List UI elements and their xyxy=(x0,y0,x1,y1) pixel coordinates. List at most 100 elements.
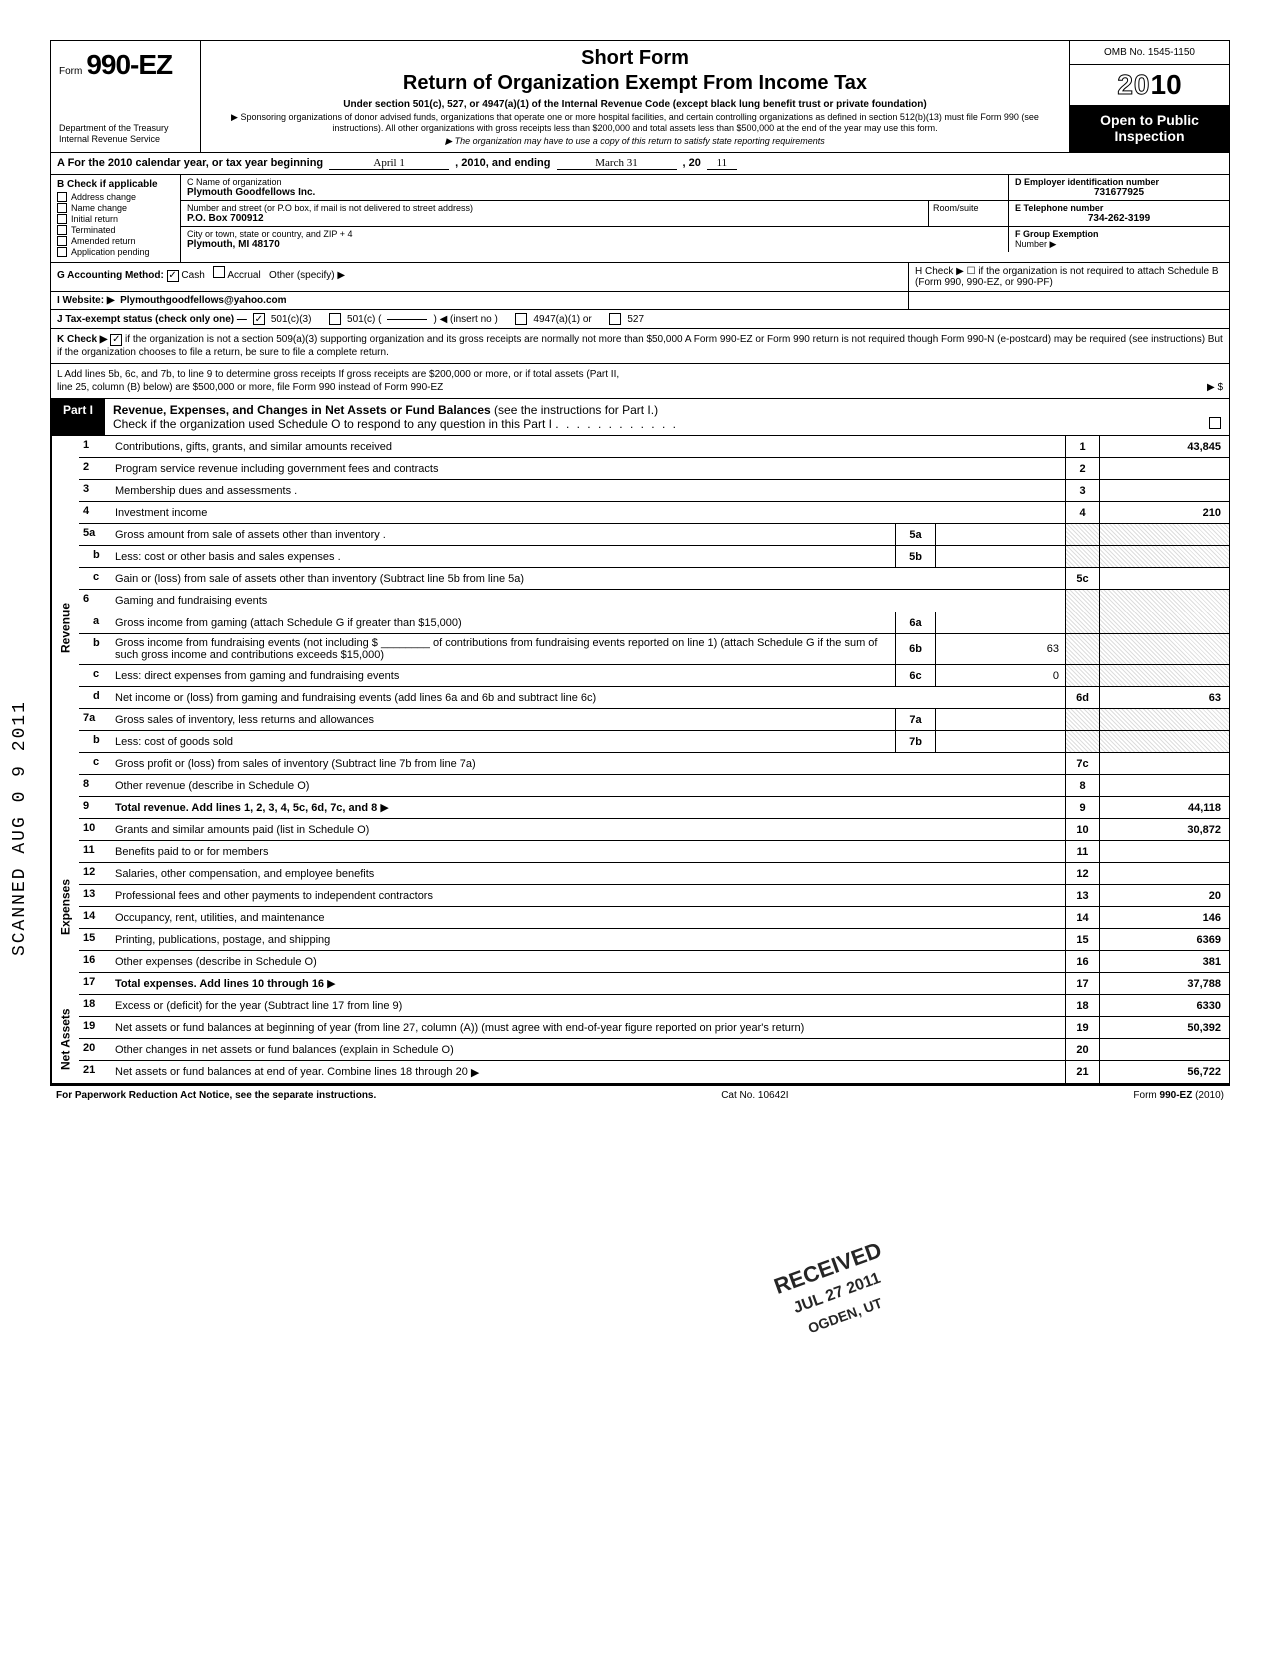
form-page: Form 990-EZ Department of the Treasury I… xyxy=(50,40,1230,1086)
dept-irs: Internal Revenue Service xyxy=(59,134,192,145)
chk-schedule-o[interactable] xyxy=(1209,417,1221,429)
row-a-prefix: A For the 2010 calendar year, or tax yea… xyxy=(57,157,323,169)
addr-value: P.O. Box 700912 xyxy=(187,213,922,224)
subtitle-3: ▶ The organization may have to use a cop… xyxy=(211,136,1059,147)
city-value: Plymouth, MI 48170 xyxy=(187,239,1002,250)
ein-label: D Employer identification number xyxy=(1015,177,1223,187)
row-j: J Tax-exempt status (check only one) — ✓… xyxy=(51,310,1229,329)
chk-address-change[interactable] xyxy=(57,192,67,202)
line-8-val xyxy=(1099,775,1229,796)
part-1-label: Part I xyxy=(51,399,105,435)
line-6b-val: 63 xyxy=(935,634,1065,664)
chk-accrual[interactable] xyxy=(213,266,225,278)
line-19-val: 50,392 xyxy=(1099,1017,1229,1038)
main-title: Return of Organization Exempt From Incom… xyxy=(211,72,1059,95)
lbl-501c3: 501(c)(3) xyxy=(271,314,312,325)
omb-number: OMB No. 1545-1150 xyxy=(1070,41,1229,65)
line-7a-val xyxy=(935,709,1065,730)
part-1-title: Revenue, Expenses, and Changes in Net As… xyxy=(113,403,491,417)
header-right: OMB No. 1545-1150 2010 Open to Public In… xyxy=(1069,41,1229,152)
line-5c-val xyxy=(1099,568,1229,589)
subtitle-1: Under section 501(c), 527, or 4947(a)(1)… xyxy=(211,99,1059,110)
l-text-2: line 25, column (B) below) are $500,000 … xyxy=(57,381,443,394)
lbl-cash: Cash xyxy=(181,270,204,281)
expenses-side-label: Expenses xyxy=(51,819,79,995)
line-9-desc: Total revenue. Add lines 1, 2, 3, 4, 5c,… xyxy=(115,802,377,814)
lbl-501c: 501(c) ( xyxy=(347,314,381,325)
lbl-terminated: Terminated xyxy=(71,225,116,235)
line-15-val: 6369 xyxy=(1099,929,1229,950)
revenue-section: Revenue 1Contributions, gifts, grants, a… xyxy=(51,436,1229,819)
line-17-val: 37,788 xyxy=(1099,973,1229,994)
form-word: Form xyxy=(59,66,82,77)
line-20-val xyxy=(1099,1039,1229,1060)
line-7b-val xyxy=(935,731,1065,752)
chk-initial-return[interactable] xyxy=(57,214,67,224)
lbl-address-change: Address change xyxy=(71,192,136,202)
netassets-side-label: Net Assets xyxy=(51,995,79,1083)
line-6c-desc: Less: direct expenses from gaming and fu… xyxy=(115,670,399,682)
chk-cash[interactable]: ✓ xyxy=(167,270,179,282)
chk-name-change[interactable] xyxy=(57,203,67,213)
line-6d-desc: Net income or (loss) from gaming and fun… xyxy=(115,692,596,704)
line-7c-desc: Gross profit or (loss) from sales of inv… xyxy=(115,758,476,770)
chk-501c3[interactable]: ✓ xyxy=(253,313,265,325)
lbl-pending: Application pending xyxy=(71,247,150,257)
footer-mid: Cat No. 10642I xyxy=(721,1090,788,1101)
page-footer: For Paperwork Reduction Act Notice, see … xyxy=(50,1086,1230,1105)
line-6a-val xyxy=(935,612,1065,633)
line-2-desc: Program service revenue including govern… xyxy=(115,463,438,475)
line-3-val xyxy=(1099,480,1229,501)
line-4-desc: Investment income xyxy=(115,507,207,519)
line-5b-val xyxy=(935,546,1065,567)
line-18-desc: Excess or (deficit) for the year (Subtra… xyxy=(115,1000,402,1012)
row-a-suffix: , 20 xyxy=(683,157,701,169)
footer-left: For Paperwork Reduction Act Notice, see … xyxy=(56,1090,376,1101)
line-11-desc: Benefits paid to or for members xyxy=(115,846,268,858)
row-a-tax-year: A For the 2010 calendar year, or tax yea… xyxy=(51,153,1229,175)
row-i: I Website: ▶ Plymouthgoodfellows@yahoo.c… xyxy=(51,292,1229,310)
form-number: 990-EZ xyxy=(86,49,172,81)
j-label: J Tax-exempt status (check only one) — xyxy=(57,314,247,325)
received-stamp: RECEIVEDJUL 27 2011OGDEN, UT xyxy=(771,1238,902,1345)
row-k: K Check ▶ ✓ if the organization is not a… xyxy=(51,329,1229,364)
lbl-other-method: Other (specify) ▶ xyxy=(269,270,345,281)
short-form-label: Short Form xyxy=(211,47,1059,70)
l-text-1: L Add lines 5b, 6c, and 7b, to line 9 to… xyxy=(57,368,1223,381)
lbl-initial-return: Initial return xyxy=(71,214,118,224)
line-21-val: 56,722 xyxy=(1099,1061,1229,1083)
lbl-527: 527 xyxy=(627,314,644,325)
line-14-val: 146 xyxy=(1099,907,1229,928)
line-7b-desc: Less: cost of goods sold xyxy=(115,736,233,748)
form-header: Form 990-EZ Department of the Treasury I… xyxy=(51,41,1229,153)
tel-label: E Telephone number xyxy=(1015,203,1223,213)
chk-4947[interactable] xyxy=(515,313,527,325)
chk-k[interactable]: ✓ xyxy=(110,334,122,346)
chk-501c[interactable] xyxy=(329,313,341,325)
form-number-cell: Form 990-EZ Department of the Treasury I… xyxy=(51,41,201,152)
year-suffix: 10 xyxy=(1151,69,1182,100)
chk-527[interactable] xyxy=(609,313,621,325)
tax-year: 2010 xyxy=(1070,65,1229,106)
ein-value: 731677925 xyxy=(1015,187,1223,198)
col-cd: C Name of organization Plymouth Goodfell… xyxy=(181,175,1229,262)
group-exempt-number: Number ▶ xyxy=(1015,239,1223,250)
subtitle-2: ▶ Sponsoring organizations of donor advi… xyxy=(211,112,1059,134)
lbl-amended: Amended return xyxy=(71,236,136,246)
part-1-sub: Check if the organization used Schedule … xyxy=(113,417,552,431)
line-5a-desc: Gross amount from sale of assets other t… xyxy=(115,529,386,541)
tax-year-begin: April 1 xyxy=(329,157,449,170)
tax-year-yr: 11 xyxy=(707,157,737,170)
part-1-title-2: (see the instructions for Part I.) xyxy=(494,403,658,417)
dept-treasury: Department of the Treasury xyxy=(59,123,192,134)
line-4-val: 210 xyxy=(1099,502,1229,523)
chk-amended[interactable] xyxy=(57,236,67,246)
line-21-desc: Net assets or fund balances at end of ye… xyxy=(115,1066,468,1078)
line-20-desc: Other changes in net assets or fund bala… xyxy=(115,1044,454,1056)
row-l: L Add lines 5b, 6c, and 7b, to line 9 to… xyxy=(51,364,1229,399)
line-6a-desc: Gross income from gaming (attach Schedul… xyxy=(115,617,462,629)
line-9-val: 44,118 xyxy=(1099,797,1229,818)
addr-label: Number and street (or P.O box, if mail i… xyxy=(187,203,922,213)
chk-terminated[interactable] xyxy=(57,225,67,235)
chk-pending[interactable] xyxy=(57,247,67,257)
